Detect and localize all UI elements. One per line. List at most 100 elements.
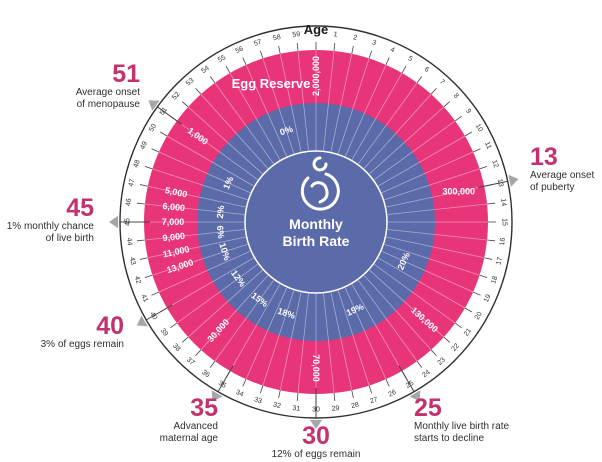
year-spoke bbox=[166, 135, 254, 187]
year-spoke bbox=[297, 50, 309, 151]
age-tick bbox=[416, 76, 423, 84]
year-spoke bbox=[369, 269, 445, 338]
age-tick bbox=[333, 393, 336, 402]
milestone-line bbox=[157, 106, 182, 125]
year-spoke bbox=[387, 229, 488, 241]
egg-reserve-value: 2,000,000 bbox=[311, 56, 321, 96]
age-tick bbox=[170, 322, 178, 329]
age-number: 49 bbox=[139, 140, 149, 150]
age-number: 21 bbox=[463, 327, 473, 338]
age-number: 3 bbox=[371, 39, 377, 47]
age-number: 46 bbox=[125, 198, 133, 207]
year-spoke bbox=[374, 263, 456, 324]
age-number: 53 bbox=[185, 77, 196, 87]
age-tick bbox=[181, 101, 189, 108]
age-number: 20 bbox=[474, 311, 484, 321]
age-tick bbox=[181, 336, 189, 343]
age-number: 33 bbox=[253, 396, 263, 405]
age-tick bbox=[225, 65, 231, 74]
age-number: 56 bbox=[235, 45, 245, 55]
year-spoke bbox=[337, 58, 370, 154]
age-tick bbox=[333, 42, 336, 51]
year-spoke bbox=[152, 168, 248, 201]
milestone-arrow-icon bbox=[148, 100, 160, 111]
year-spoke bbox=[214, 82, 275, 164]
milestone-number: 30 bbox=[302, 422, 330, 450]
year-spoke bbox=[363, 275, 432, 351]
year-spoke bbox=[262, 290, 295, 386]
year-spoke bbox=[323, 50, 335, 151]
year-spoke bbox=[229, 284, 281, 372]
year-spoke bbox=[378, 135, 466, 187]
age-tick bbox=[430, 349, 437, 357]
age-number: 39 bbox=[159, 327, 169, 338]
age-number: 48 bbox=[133, 159, 142, 169]
age-number: 18 bbox=[490, 275, 499, 285]
age-title: Age bbox=[304, 22, 329, 37]
age-number: 58 bbox=[272, 34, 281, 42]
age-number: 26 bbox=[387, 389, 397, 399]
milestone-line bbox=[478, 180, 508, 188]
age-tick bbox=[242, 57, 247, 66]
age-tick bbox=[136, 202, 145, 205]
callout-one-percent-birth: 45 1% monthly chance of live birth bbox=[2, 196, 94, 245]
age-number: 55 bbox=[217, 54, 227, 64]
callout-birth-rate-decline: 25 Monthly live birth rate starts to dec… bbox=[414, 396, 554, 445]
age-tick bbox=[443, 101, 451, 108]
egg-reserve-value: 70,000 bbox=[311, 354, 321, 382]
year-spoke bbox=[374, 120, 456, 181]
age-tick bbox=[472, 148, 481, 153]
year-spoke bbox=[245, 64, 288, 157]
egg-reserve-value: 9,000 bbox=[162, 231, 185, 243]
age-number: 50 bbox=[148, 123, 158, 133]
milestone-text-line1: Monthly live birth rate bbox=[414, 421, 510, 432]
age-number: 6 bbox=[423, 66, 430, 74]
age-number: 19 bbox=[483, 293, 493, 303]
age-tick bbox=[464, 131, 473, 137]
age-tick bbox=[278, 390, 281, 399]
age-tick bbox=[296, 42, 299, 51]
age-tick bbox=[259, 50, 264, 59]
egg-reserve-value: 6,000 bbox=[162, 201, 185, 213]
age-number: 23 bbox=[437, 356, 448, 366]
age-tick bbox=[368, 385, 373, 394]
age-number: 38 bbox=[171, 343, 181, 354]
age-number: 24 bbox=[421, 369, 432, 379]
year-spoke bbox=[384, 243, 480, 276]
milestone-line bbox=[146, 304, 173, 321]
milestone-text-line2: of puberty bbox=[530, 182, 575, 193]
year-spoke bbox=[147, 185, 246, 208]
age-number: 8 bbox=[452, 92, 460, 100]
year-spoke bbox=[187, 106, 263, 175]
age-tick bbox=[479, 165, 488, 170]
birth-rate-value: 0% bbox=[279, 124, 294, 138]
age-tick bbox=[144, 274, 153, 279]
year-spoke bbox=[147, 236, 246, 259]
age-number: 43 bbox=[128, 257, 136, 266]
callout-twelve-percent-eggs: 30 12% of eggs remain bbox=[256, 424, 376, 461]
age-number: 44 bbox=[125, 237, 133, 246]
egg-reserve-value: 300,000 bbox=[443, 187, 476, 197]
year-spoke bbox=[245, 287, 288, 380]
age-tick bbox=[151, 148, 160, 153]
year-spoke bbox=[152, 243, 248, 276]
age-tick bbox=[454, 322, 462, 329]
year-spoke bbox=[279, 53, 302, 152]
year-spoke bbox=[369, 106, 445, 175]
age-tick bbox=[296, 393, 299, 402]
egg-reserve-value: 7,000 bbox=[162, 217, 185, 227]
age-number: 12 bbox=[490, 159, 499, 169]
age-number: 10 bbox=[474, 123, 484, 133]
age-tick bbox=[443, 336, 451, 343]
year-spoke bbox=[386, 236, 485, 259]
milestone-text-line2: of live birth bbox=[45, 233, 94, 244]
year-spoke bbox=[262, 58, 295, 154]
age-tick bbox=[487, 239, 496, 242]
age-tick bbox=[144, 165, 153, 170]
age-tick bbox=[401, 65, 407, 74]
milestone-text-line2: maternal age bbox=[159, 433, 218, 444]
year-spoke bbox=[387, 203, 488, 215]
milestone-text-line1: Average onset bbox=[75, 87, 140, 98]
age-number: 31 bbox=[292, 405, 301, 413]
milestone-text-line1: 3% of eggs remain bbox=[40, 339, 124, 350]
